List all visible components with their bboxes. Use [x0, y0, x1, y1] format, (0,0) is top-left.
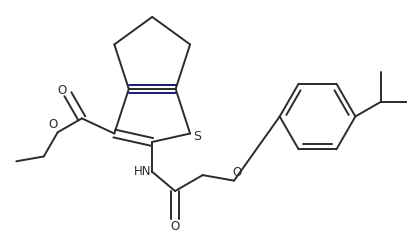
Text: O: O	[57, 84, 67, 97]
Text: O: O	[48, 118, 58, 131]
Text: S: S	[193, 130, 201, 143]
Text: HN: HN	[133, 165, 151, 178]
Text: O: O	[171, 220, 180, 233]
Text: O: O	[233, 166, 242, 179]
